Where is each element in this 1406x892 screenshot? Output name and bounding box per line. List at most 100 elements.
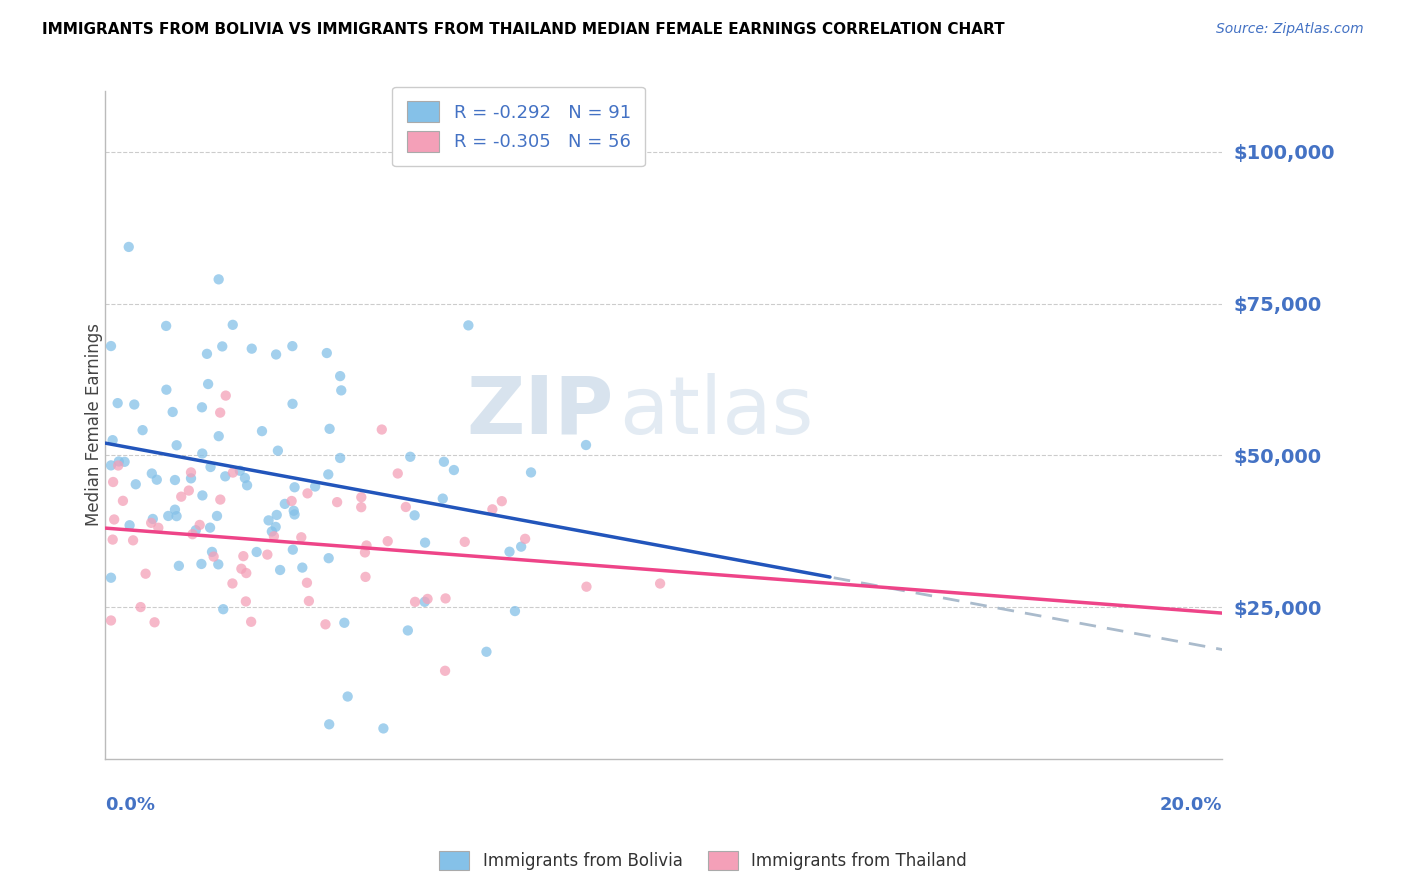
Point [208,429,231,443]
Point [157,508,180,523]
Point [329,450,352,465]
Point [281,339,304,353]
Point [454,534,477,549]
Point [266,508,288,522]
Point [260,524,283,539]
Point [387,467,409,481]
Point [399,450,422,464]
Point [316,467,339,482]
Point [413,595,436,609]
Point [135,566,157,581]
Point [103,512,125,526]
Point [118,518,141,533]
Point [297,486,319,500]
Point [180,471,202,485]
Point [475,645,498,659]
Point [162,405,184,419]
Point [304,479,326,493]
Point [215,388,238,402]
Point [263,529,285,543]
Point [396,624,419,638]
Point [298,594,321,608]
Point [167,558,190,573]
Point [329,369,352,384]
Point [443,463,465,477]
Point [284,508,307,522]
Point [333,615,356,630]
Point [371,423,394,437]
Point [404,508,426,523]
Point [281,542,304,557]
Point [107,396,129,410]
Point [107,458,129,473]
Point [201,545,224,559]
Point [111,493,134,508]
Point [280,494,302,508]
Point [481,502,503,516]
Point [100,614,122,628]
Legend: Immigrants from Bolivia, Immigrants from Thailand: Immigrants from Bolivia, Immigrants from… [433,844,973,877]
Point [510,540,533,554]
Point [330,384,353,398]
Point [240,342,263,356]
Point [434,591,457,606]
Point [100,339,122,353]
Point [231,562,253,576]
Point [290,530,312,544]
Point [395,500,418,514]
Text: Source: ZipAtlas.com: Source: ZipAtlas.com [1216,22,1364,37]
Point [575,580,598,594]
Point [354,570,377,584]
Point [125,477,148,491]
Point [291,560,314,574]
Point [318,422,340,436]
Point [413,535,436,549]
Point [197,377,219,392]
Point [520,466,543,480]
Text: atlas: atlas [619,373,814,450]
Point [141,467,163,481]
Point [281,397,304,411]
Point [170,490,193,504]
Point [503,604,526,618]
Point [101,433,124,447]
Point [457,318,479,333]
Point [256,548,278,562]
Point [235,566,257,580]
Text: IMMIGRANTS FROM BOLIVIA VS IMMIGRANTS FROM THAILAND MEDIAN FEMALE EARNINGS CORRE: IMMIGRANTS FROM BOLIVIA VS IMMIGRANTS FR… [42,22,1005,37]
Point [131,423,153,437]
Point [166,438,188,452]
Point [274,497,297,511]
Point [221,576,243,591]
Point [141,516,163,530]
Point [267,443,290,458]
Point [354,545,377,559]
Point [433,455,456,469]
Point [269,563,291,577]
Point [101,533,124,547]
Point [155,383,177,397]
Point [214,469,236,483]
Point [491,494,513,508]
Point [177,483,200,498]
Point [122,533,145,548]
Point [222,466,245,480]
Point [100,571,122,585]
Point [246,545,269,559]
Point [233,471,256,485]
Point [100,458,122,473]
Point [284,480,307,494]
Point [211,339,233,353]
Point [114,455,136,469]
Point [236,478,259,492]
Point [143,615,166,630]
Point [118,240,141,254]
Point [191,446,214,460]
Point [146,473,169,487]
Point [205,508,228,523]
Point [191,488,214,502]
Y-axis label: Median Female Earnings: Median Female Earnings [86,324,103,526]
Point [184,523,207,537]
Point [209,492,232,507]
Point [350,490,373,504]
